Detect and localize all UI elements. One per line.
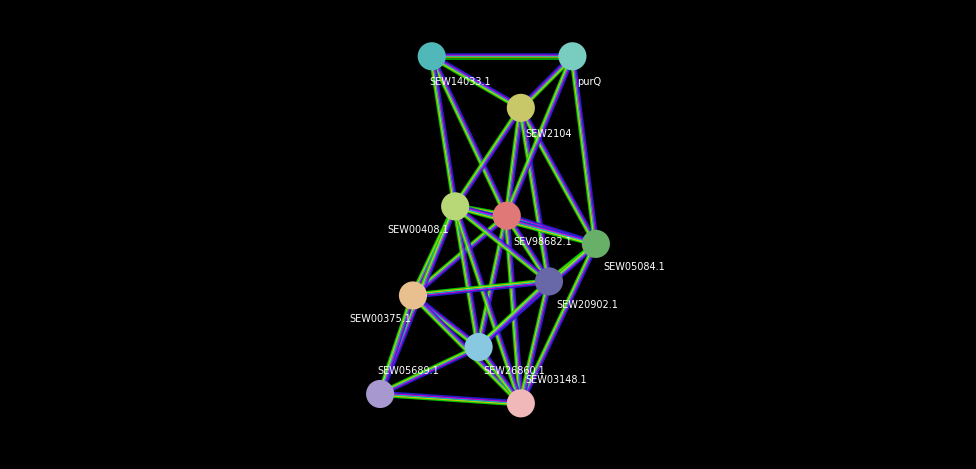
Circle shape: [558, 42, 587, 70]
Text: SEW2104: SEW2104: [525, 129, 572, 139]
Text: SEV98682.1: SEV98682.1: [513, 236, 573, 247]
Text: SEW00375.1: SEW00375.1: [349, 314, 412, 324]
Text: SEW05689.1: SEW05689.1: [378, 365, 439, 376]
Circle shape: [399, 281, 427, 310]
Circle shape: [418, 42, 446, 70]
Circle shape: [493, 202, 521, 230]
Circle shape: [366, 380, 394, 408]
Circle shape: [465, 333, 493, 361]
Text: SEW20902.1: SEW20902.1: [556, 300, 618, 310]
Text: SEW14033.1: SEW14033.1: [429, 77, 491, 87]
Text: SEW26860.1: SEW26860.1: [483, 365, 545, 376]
Circle shape: [535, 267, 563, 295]
Circle shape: [441, 192, 469, 220]
Circle shape: [507, 389, 535, 417]
Circle shape: [582, 230, 610, 258]
Text: purQ: purQ: [577, 77, 601, 87]
Text: SEW00408.1: SEW00408.1: [387, 225, 449, 235]
Text: SEW03148.1: SEW03148.1: [525, 375, 588, 385]
Circle shape: [507, 94, 535, 122]
Text: SEW05084.1: SEW05084.1: [603, 262, 665, 272]
